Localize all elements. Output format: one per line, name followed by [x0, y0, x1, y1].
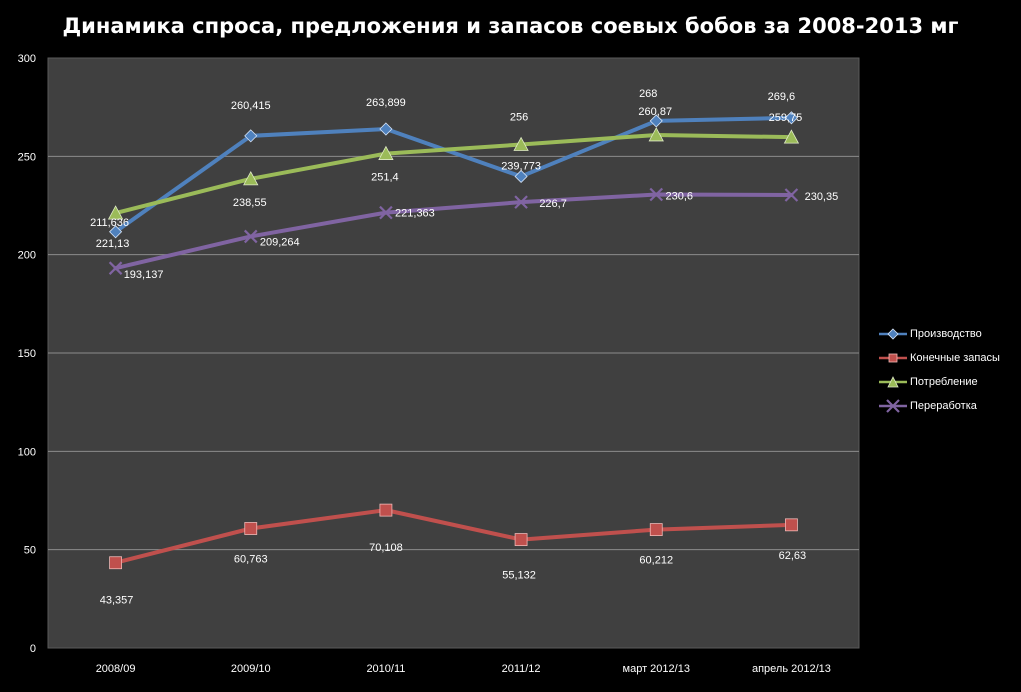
data-label: 193,137 — [124, 269, 164, 281]
y-axis: 0 50 100 150 200 250 300 — [18, 53, 36, 655]
series-0 — [109, 111, 798, 239]
chart-title: Динамика спроса, предложения и запасов с… — [62, 14, 959, 38]
x-marker — [108, 261, 123, 275]
diamond-marker — [244, 129, 258, 143]
legend-swatch — [879, 399, 907, 413]
diamond-marker — [109, 225, 123, 239]
data-label: 226,7 — [539, 198, 567, 210]
square-marker — [109, 556, 122, 570]
data-label: 211,636 — [90, 217, 129, 229]
x-tick-label: 2009/10 — [231, 663, 271, 675]
x-axis: 2008/09 2009/10 2010/11 2011/12 март 2012/13… — [96, 663, 831, 675]
diamond-marker — [649, 114, 663, 128]
legend-swatch — [879, 376, 907, 388]
x-tick-label: 2011/12 — [502, 663, 541, 675]
x-tick-label: 2008/09 — [96, 663, 136, 675]
triangle-marker — [887, 376, 899, 388]
y-tick-label: 150 — [18, 348, 36, 360]
legend-item: Переработка — [878, 394, 1000, 418]
square-marker — [888, 353, 898, 363]
data-label: 221,13 — [96, 238, 130, 250]
data-label: 60,763 — [234, 553, 268, 565]
square-marker — [785, 518, 798, 532]
data-label: 60,212 — [639, 555, 673, 567]
legend: Производство Конечные запасы Потребление Пе… — [878, 322, 1000, 418]
triangle-marker — [783, 129, 800, 144]
series-line — [113, 192, 794, 271]
data-label: 256 — [510, 112, 528, 124]
legend-label: Потребление — [910, 376, 978, 388]
series-layer — [107, 111, 800, 570]
x-marker — [649, 187, 664, 202]
data-label: 259,75 — [769, 112, 803, 124]
data-label: 43,357 — [100, 595, 134, 607]
x-marker — [514, 195, 528, 209]
legend-swatch — [879, 328, 907, 340]
triangle-marker — [243, 171, 259, 186]
data-label: 263,899 — [366, 97, 406, 109]
legend-item: Конечные запасы — [878, 346, 1000, 370]
y-tick-label: 0 — [30, 643, 36, 655]
series-1 — [109, 503, 798, 570]
series-line — [113, 115, 794, 234]
legend-item: Потребление — [878, 370, 1000, 394]
diamond-marker — [514, 169, 528, 184]
legend-item: Производство — [878, 322, 1000, 346]
data-label: 70,108 — [369, 542, 403, 554]
square-marker — [514, 533, 528, 546]
data-label: 230,35 — [805, 191, 839, 203]
series-line — [113, 508, 794, 565]
square-marker — [379, 503, 393, 517]
data-label: 62,63 — [779, 550, 807, 562]
x-marker — [784, 188, 799, 202]
y-tick-label: 50 — [24, 545, 36, 557]
y-tick-label: 300 — [18, 53, 36, 65]
diamond-marker — [887, 328, 899, 340]
x-tick-label: март 2012/13 — [623, 663, 690, 675]
series-line — [113, 132, 794, 216]
legend-label: Переработка — [910, 400, 977, 412]
series-2 — [107, 127, 800, 220]
legend-swatch — [879, 353, 907, 363]
data-label: 230,6 — [665, 190, 693, 202]
y-tick-label: 200 — [18, 250, 36, 262]
data-label: 239,773 — [501, 160, 541, 172]
y-tick-label: 250 — [18, 151, 36, 163]
x-marker — [886, 399, 900, 413]
data-label: 238,55 — [233, 197, 267, 209]
data-label: 221,363 — [395, 208, 435, 220]
data-label: 209,264 — [260, 236, 300, 248]
legend-label: Конечные запасы — [910, 352, 1000, 364]
y-tick-label: 100 — [18, 446, 36, 458]
data-label: 269,6 — [768, 91, 796, 103]
series-3 — [108, 187, 799, 275]
data-label: 260,87 — [638, 106, 672, 118]
diamond-marker — [784, 111, 798, 125]
data-label: 251,4 — [371, 172, 399, 184]
triangle-marker — [107, 205, 124, 220]
grid-lines — [48, 155, 859, 551]
x-tick-label: 2010/11 — [366, 663, 405, 675]
diamond-marker — [379, 122, 393, 136]
square-marker — [244, 522, 258, 535]
square-marker — [649, 523, 663, 536]
data-label: 260,415 — [231, 100, 271, 112]
x-tick-label: апрель 2012/13 — [752, 663, 831, 675]
legend-label: Производство — [910, 328, 982, 340]
triangle-marker — [513, 136, 529, 151]
triangle-marker — [378, 145, 394, 160]
x-marker — [243, 229, 258, 244]
triangle-marker — [648, 127, 664, 142]
data-labels: 211,636 260,415 263,899 239,773 268 269,6 43,3… — [90, 88, 838, 607]
x-marker — [379, 205, 393, 220]
data-label: 268 — [639, 88, 657, 100]
data-label: 55,132 — [502, 570, 536, 582]
